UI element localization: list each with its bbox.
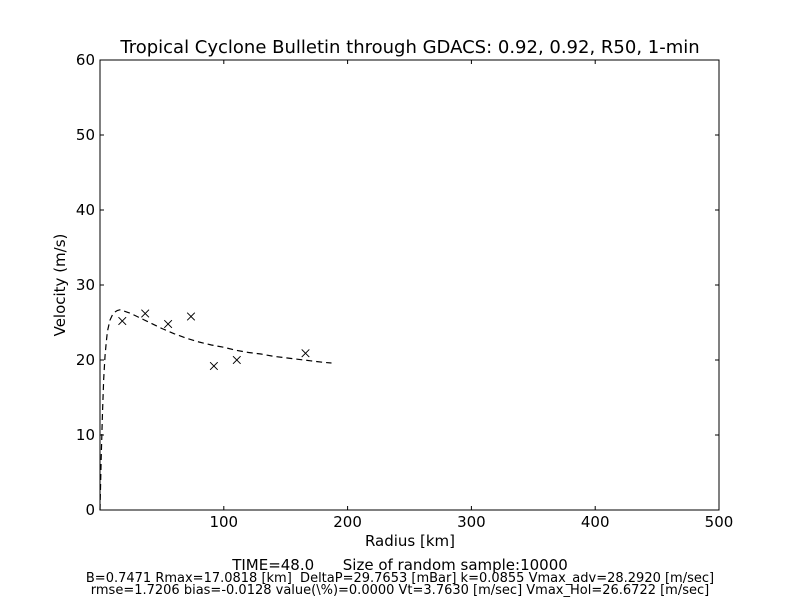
x-axis-label: Radius [km] — [365, 532, 455, 550]
tick-labels: 100 200 300 400 500 0 10 20 30 40 50 60 — [76, 51, 733, 531]
y-axis-label: Velocity (m/s) — [51, 234, 69, 337]
y-tick-label: 50 — [76, 126, 95, 144]
observation-marker — [301, 349, 310, 358]
footer-params: B=0.7471 Rmax=17.0818 [km] DeltaP=29.765… — [86, 571, 714, 586]
observation-marker — [118, 316, 127, 326]
observation-marker — [163, 319, 173, 329]
observation-marker — [186, 312, 196, 321]
tick-marks — [99, 59, 720, 511]
footer-time-sample: TIME=48.0 Size of random sample:10000 — [231, 556, 568, 574]
x-tick-label: 200 — [333, 513, 362, 531]
y-tick-label: 20 — [76, 351, 95, 369]
y-tick-label: 60 — [76, 51, 95, 69]
observation-marker — [141, 309, 150, 318]
model-profile-line — [99, 309, 332, 511]
x-tick-label: 400 — [581, 513, 610, 531]
x-tick-label: 500 — [705, 513, 734, 531]
x-tick-label: 300 — [457, 513, 486, 531]
observation-marker — [209, 361, 219, 371]
chart-title: Tropical Cyclone Bulletin through GDACS:… — [119, 37, 699, 58]
footer-stats: rmse=1.7206 bias=-0.0128 value(\%)=0.000… — [91, 583, 709, 598]
observation-marker — [232, 355, 241, 365]
y-tick-label: 0 — [85, 501, 95, 519]
y-tick-label: 30 — [76, 276, 95, 294]
x-tick-label: 100 — [209, 513, 238, 531]
y-tick-label: 40 — [76, 201, 95, 219]
plot-area — [99, 59, 720, 511]
series-layer — [99, 309, 332, 511]
y-tick-label: 10 — [76, 426, 95, 444]
